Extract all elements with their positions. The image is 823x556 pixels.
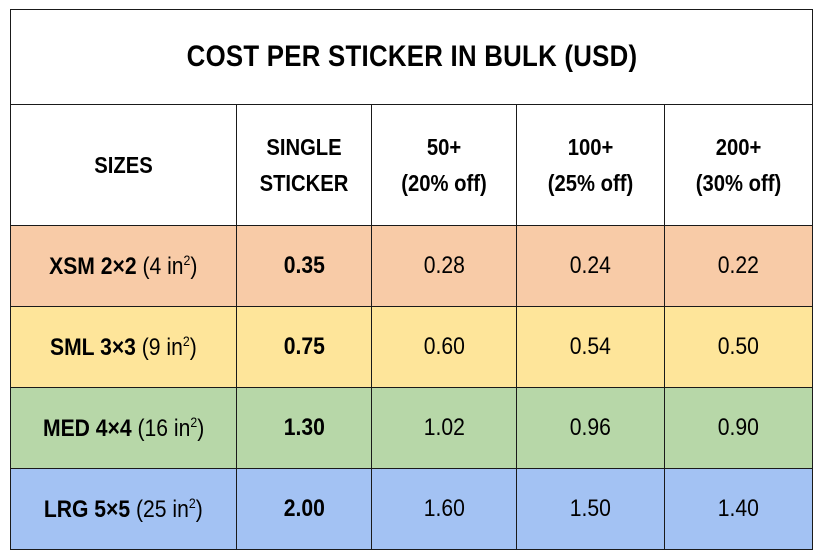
size-code: MED 4×4 (42, 414, 132, 442)
pricing-table: COST PER STICKER IN BULK (USD) SIZES SIN… (9, 9, 814, 550)
price-single: 0.75 (236, 306, 372, 388)
header-label: (20% off) (401, 170, 487, 196)
price-single: 2.00 (236, 468, 372, 550)
table-row-xsm: XSM 2×2 (4 in2) 0.35 0.28 0.24 0.22 (10, 225, 814, 307)
price-200: 1.40 (663, 468, 814, 550)
size-area: (4 in2) (142, 251, 198, 280)
price-50: 0.60 (371, 306, 517, 388)
size-area: (25 in2) (136, 494, 203, 523)
size-cell: XSM 2×2 (4 in2) (10, 225, 237, 307)
price-200: 0.90 (663, 387, 814, 469)
size-code: LRG 5×5 (44, 495, 131, 523)
header-single-sticker: SINGLE STICKER (236, 104, 372, 226)
pricing-sheet: COST PER STICKER IN BULK (USD) SIZES SIN… (9, 9, 814, 550)
table-row-sml: SML 3×3 (9 in2) 0.75 0.60 0.54 0.50 (10, 306, 814, 388)
price-single: 0.35 (236, 225, 372, 307)
price-100: 0.96 (516, 387, 665, 469)
size-area: (16 in2) (137, 413, 205, 442)
header-label: 50+ (426, 134, 462, 160)
header-label: STICKER (259, 170, 349, 196)
table-title-cell: COST PER STICKER IN BULK (USD) (9, 9, 814, 105)
size-cell: MED 4×4 (16 in2) (10, 387, 237, 469)
title-row: COST PER STICKER IN BULK (USD) (9, 9, 814, 105)
header-label: (30% off) (695, 170, 782, 196)
price-100: 1.50 (516, 468, 665, 550)
table-title: COST PER STICKER IN BULK (USD) (186, 40, 637, 73)
header-100-plus: 100+ (25% off) (516, 104, 665, 226)
price-50: 1.02 (371, 387, 517, 469)
table-row-lrg: LRG 5×5 (25 in2) 2.00 1.60 1.50 1.40 (10, 468, 814, 550)
header-label: 100+ (567, 134, 614, 160)
size-area: (9 in2) (141, 332, 197, 361)
price-50: 0.28 (371, 225, 517, 307)
header-row: SIZES SINGLE STICKER 50+ (20% off) 100+ … (10, 104, 814, 226)
header-50-plus: 50+ (20% off) (371, 104, 517, 226)
size-code: SML 3×3 (50, 333, 137, 361)
table-row-med: MED 4×4 (16 in2) 1.30 1.02 0.96 0.90 (10, 387, 814, 469)
price-200: 0.22 (663, 225, 814, 307)
price-100: 0.24 (516, 225, 665, 307)
size-cell: LRG 5×5 (25 in2) (10, 468, 237, 550)
header-label: SINGLE (266, 134, 342, 160)
header-200-plus: 200+ (30% off) (663, 104, 814, 226)
price-100: 0.54 (516, 306, 665, 388)
size-code: XSM 2×2 (49, 252, 137, 280)
header-sizes: SIZES (10, 104, 237, 226)
size-cell: SML 3×3 (9 in2) (10, 306, 237, 388)
header-label: SIZES (94, 152, 153, 178)
price-200: 0.50 (663, 306, 814, 388)
price-50: 1.60 (371, 468, 517, 550)
header-label: 200+ (715, 134, 762, 160)
header-label: (25% off) (547, 170, 634, 196)
price-single: 1.30 (236, 387, 372, 469)
